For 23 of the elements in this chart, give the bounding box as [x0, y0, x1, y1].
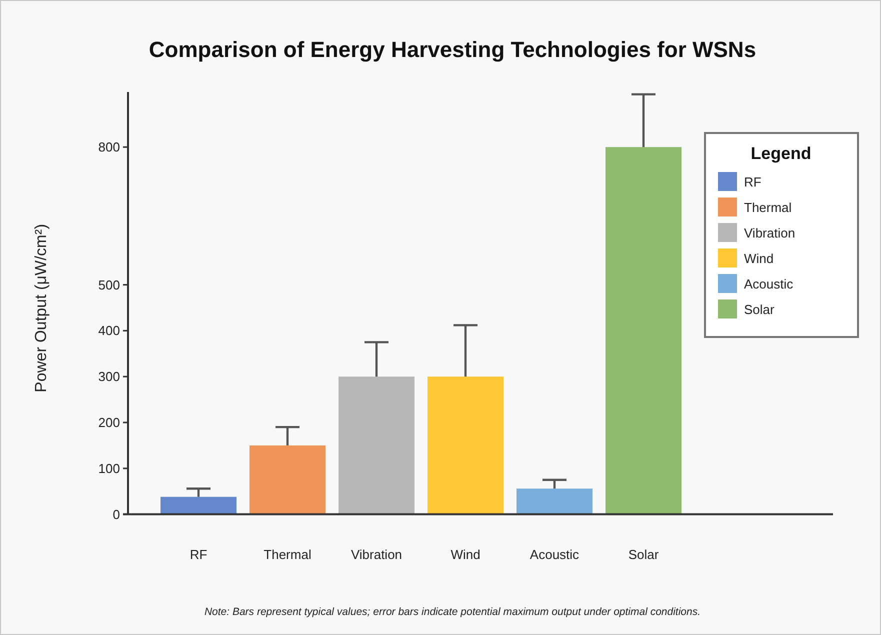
- x-tick-label: Vibration: [350, 547, 402, 562]
- text: Note: Bars represent typical values; error bars indicate potential maximum output under optimal conditions.: [204, 606, 701, 618]
- y-tick-label: 300: [98, 369, 120, 384]
- legend-label: Wind: [744, 251, 774, 266]
- x-tick-label: RF: [190, 547, 208, 562]
- y-tick-label: 800: [98, 140, 120, 155]
- x-tick-label: Wind: [450, 547, 480, 562]
- legend-title: Legend: [750, 144, 812, 163]
- chart-title: Comparison of Energy Harvesting Technologies for WSNs: [148, 37, 756, 62]
- legend-label: Solar: [744, 302, 776, 318]
- x-tick-label: Solar: [628, 547, 660, 562]
- x-tick-label: Thermal: [264, 547, 312, 562]
- legend-label: Acoustic: [744, 276, 794, 292]
- y-axis-title: Power Output (μW/cm²): [33, 224, 50, 392]
- y-tick-label: 200: [98, 415, 120, 430]
- legend-label: Thermal: [744, 200, 792, 216]
- legend-label: Vibration: [744, 226, 796, 241]
- y-tick-label: 400: [98, 323, 120, 338]
- y-tick-label: 500: [98, 277, 120, 292]
- legend-label: RF: [744, 174, 762, 190]
- y-tick-label: 100: [98, 460, 120, 476]
- y-tick-label: 0: [112, 506, 120, 522]
- x-tick-label: Acoustic: [530, 547, 580, 562]
